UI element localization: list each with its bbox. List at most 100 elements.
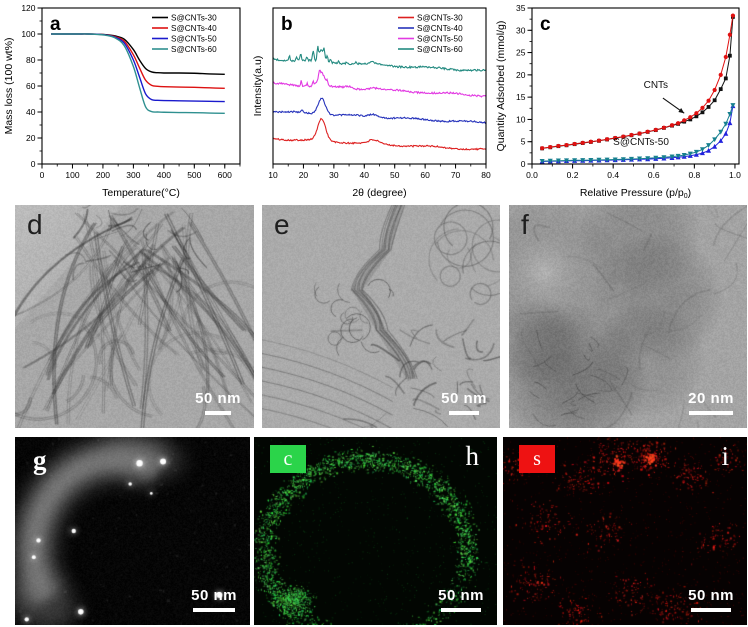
panel-f-label: f — [521, 209, 529, 240]
stem-micrograph-g — [15, 437, 250, 625]
svg-text:S@CNTs-50: S@CNTs-50 — [417, 35, 463, 44]
svg-text:0: 0 — [521, 159, 526, 169]
svg-text:0.4: 0.4 — [607, 170, 619, 180]
panel-h-carbon-map: c h 50 nm — [254, 437, 497, 625]
svg-text:0: 0 — [31, 159, 36, 169]
svg-text:Quantity Adsorbed (mmol/g): Quantity Adsorbed (mmol/g) — [495, 21, 507, 152]
panel-c-isotherm-chart: 0.0 0.2 0.4 0.6 0.8 1.0 0 5 10 15 20 25 30 35 Relative… — [494, 2, 747, 200]
svg-text:25: 25 — [516, 48, 526, 58]
svg-text:200: 200 — [96, 170, 110, 180]
svg-text:30: 30 — [516, 25, 526, 35]
panel-a-tga-chart: 0 100 200 300 400 500 600 0 20 40 60 80 100 120 Temper… — [2, 2, 250, 200]
svg-text:S@CNTs-60: S@CNTs-60 — [171, 45, 217, 54]
svg-text:60: 60 — [420, 170, 430, 180]
svg-text:0.0: 0.0 — [526, 170, 538, 180]
svg-text:500: 500 — [187, 170, 201, 180]
svg-text:Intensity(a.u): Intensity(a.u) — [252, 56, 264, 117]
svg-text:S@CNTs-40: S@CNTs-40 — [171, 24, 217, 33]
panel-h-label: h — [465, 441, 480, 471]
svg-text:120: 120 — [21, 3, 35, 13]
svg-text:40: 40 — [360, 170, 370, 180]
svg-text:80: 80 — [481, 170, 491, 180]
scalebar-h-line — [441, 608, 482, 612]
element-badge-sulfur: s — [519, 445, 555, 473]
scalebar-d-text: 50 nm — [195, 390, 241, 407]
svg-text:100: 100 — [65, 170, 79, 180]
panel-g-label: g — [33, 445, 47, 475]
svg-text:50: 50 — [390, 170, 400, 180]
scalebar-h: 50 nm — [438, 587, 484, 612]
element-badge-carbon: c — [270, 445, 306, 473]
scalebar-i-line — [691, 608, 732, 612]
scalebar-d-line — [205, 411, 232, 415]
svg-text:400: 400 — [157, 170, 171, 180]
svg-text:S@CNTs-50: S@CNTs-50 — [613, 137, 669, 148]
svg-text:70: 70 — [451, 170, 461, 180]
isotherm-plot: 0.0 0.2 0.4 0.6 0.8 1.0 0 5 10 15 20 25 30 35 Relative… — [494, 2, 747, 200]
svg-text:S@CNTs-60: S@CNTs-60 — [417, 45, 463, 54]
panel-d-label: d — [27, 209, 43, 240]
tem-micrograph-e — [262, 205, 500, 428]
svg-text:10: 10 — [268, 170, 278, 180]
svg-text:20: 20 — [26, 133, 36, 143]
panel-i-label: i — [721, 441, 729, 471]
svg-text:0: 0 — [40, 170, 45, 180]
element-symbol-carbon: c — [283, 447, 293, 470]
tga-plot: 0 100 200 300 400 500 600 0 20 40 60 80 100 120 Temper… — [2, 2, 250, 200]
tem-micrograph-f — [509, 205, 747, 428]
scalebar-e-line — [449, 411, 480, 415]
svg-text:5: 5 — [521, 137, 526, 147]
svg-text:S@CNTs-30: S@CNTs-30 — [417, 14, 463, 23]
panel-e-label: e — [274, 209, 290, 240]
scalebar-f: 20 nm — [688, 390, 734, 415]
panel-f-tem-image: f 20 nm — [509, 205, 747, 428]
scalebar-g-text: 50 nm — [191, 587, 237, 604]
svg-text:S@CNTs-40: S@CNTs-40 — [417, 24, 463, 33]
svg-text:80: 80 — [26, 55, 36, 65]
scalebar-f-text: 20 nm — [688, 390, 734, 407]
scalebar-i: 50 nm — [688, 587, 734, 612]
scalebar-e-text: 50 nm — [441, 390, 487, 407]
scalebar-h-text: 50 nm — [438, 587, 484, 604]
svg-text:Mass loss (100 wt%): Mass loss (100 wt%) — [3, 38, 15, 135]
svg-text:0.8: 0.8 — [688, 170, 700, 180]
svg-text:b: b — [281, 14, 293, 35]
scalebar-g-line — [193, 608, 236, 612]
svg-text:CNTs: CNTs — [644, 80, 668, 91]
svg-text:300: 300 — [126, 170, 140, 180]
scalebar-d: 50 nm — [195, 390, 241, 415]
svg-text:20: 20 — [299, 170, 309, 180]
svg-text:a: a — [50, 14, 61, 35]
panel-i-sulfur-map: s i 50 nm — [503, 437, 747, 625]
svg-text:35: 35 — [516, 3, 526, 13]
svg-text:Temperature(°C): Temperature(°C) — [102, 187, 180, 199]
svg-text:20: 20 — [516, 70, 526, 80]
xrd-plot: 10 20 30 40 50 60 70 80 2θ (degree) Intensity(a.u… — [251, 2, 494, 200]
svg-text:30: 30 — [329, 170, 339, 180]
svg-text:60: 60 — [26, 81, 36, 91]
svg-text:c: c — [540, 14, 551, 35]
svg-text:S@CNTs-30: S@CNTs-30 — [171, 14, 217, 23]
panel-e-tem-image: e 50 nm — [262, 205, 500, 428]
element-symbol-sulfur: s — [533, 447, 541, 470]
tem-micrograph-d — [15, 205, 254, 428]
scalebar-g: 50 nm — [191, 587, 237, 612]
svg-text:10: 10 — [516, 114, 526, 124]
scalebar-f-line — [689, 411, 734, 415]
svg-text:40: 40 — [26, 107, 36, 117]
svg-text:600: 600 — [218, 170, 232, 180]
svg-text:15: 15 — [516, 92, 526, 102]
svg-text:S@CNTs-50: S@CNTs-50 — [171, 35, 217, 44]
scalebar-e: 50 nm — [441, 390, 487, 415]
svg-text:Relative Pressure (p/p0): Relative Pressure (p/p0) — [580, 187, 691, 200]
panel-d-tem-image: d 50 nm — [15, 205, 254, 428]
svg-text:0.6: 0.6 — [648, 170, 660, 180]
panel-b-xrd-chart: 10 20 30 40 50 60 70 80 2θ (degree) Intensity(a.u… — [251, 2, 494, 200]
svg-text:0.2: 0.2 — [567, 170, 579, 180]
scalebar-i-text: 50 nm — [688, 587, 734, 604]
svg-text:100: 100 — [21, 29, 35, 39]
svg-text:1.0: 1.0 — [729, 170, 741, 180]
panel-g-stem-image: g 50 nm — [15, 437, 250, 625]
svg-text:2θ (degree): 2θ (degree) — [352, 187, 406, 199]
